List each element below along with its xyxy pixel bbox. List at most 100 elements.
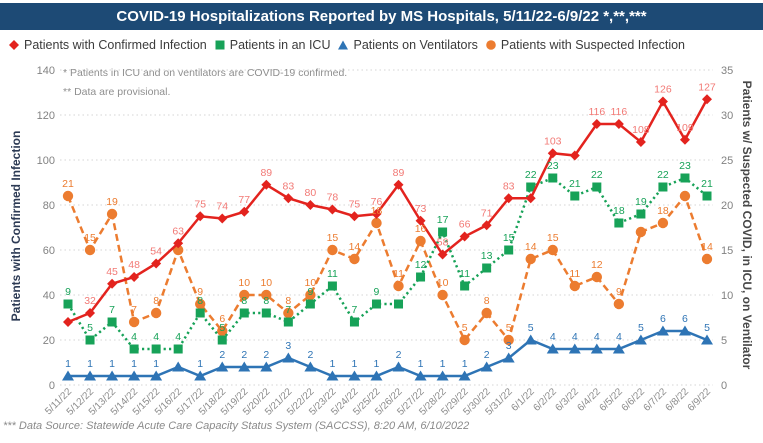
triangle-marker (84, 370, 97, 381)
data-point-label: 109 (676, 122, 694, 134)
diamond-marker (349, 211, 360, 222)
data-point-label: 66 (459, 219, 471, 231)
chart-title: COVID-19 Hospitalizations Reported by MS… (0, 3, 763, 30)
diamond-marker (569, 150, 580, 161)
blue-triangle-marker-icon (338, 40, 349, 50)
series-line (66, 193, 709, 343)
data-point-label: 108 (632, 124, 650, 136)
data-point-label: 22 (591, 169, 603, 181)
data-point-label: 89 (393, 167, 405, 179)
y2-axis-tick: 15 (721, 245, 733, 257)
diamond-marker (525, 193, 536, 204)
data-point-label: 6 (660, 313, 666, 325)
triangle-marker (194, 370, 207, 381)
triangle-marker (260, 361, 273, 372)
data-point-label: 83 (503, 180, 515, 192)
diamond-marker (107, 278, 118, 289)
series-diamond (63, 94, 712, 327)
diamond-marker (151, 258, 162, 269)
triangle-marker (480, 361, 493, 372)
data-point-label: 9 (197, 286, 203, 298)
data-point-label: 4 (572, 331, 578, 343)
circle-marker (569, 280, 580, 292)
data-point-label: 4 (616, 331, 622, 343)
y-axis-tick: 100 (37, 155, 55, 167)
triangle-marker (304, 361, 317, 372)
square-marker (702, 191, 712, 201)
footnote-2: ** Data are provisional. (63, 86, 171, 98)
data-point-label: 10 (238, 277, 250, 289)
triangle-marker (458, 370, 471, 381)
data-point-label: 22 (657, 169, 669, 181)
data-point-label: 5 (704, 322, 710, 334)
triangle-marker (62, 370, 74, 381)
square-marker (63, 299, 73, 309)
data-point-label: 10 (260, 277, 272, 289)
data-point-label: 9 (616, 286, 622, 298)
series-circle (62, 190, 713, 346)
data-point-label: 8 (263, 295, 269, 307)
data-point-label: 1 (462, 358, 468, 370)
diamond-marker (437, 249, 448, 260)
x-axis-tick: 6/9/22 (686, 386, 714, 414)
data-point-label: 9 (65, 286, 71, 298)
circle-marker (172, 244, 184, 256)
data-point-label: 2 (484, 349, 490, 361)
diamond-marker (481, 220, 492, 231)
data-point-label: 10 (305, 277, 317, 289)
data-point-label: 80 (305, 187, 317, 199)
data-point-label: 5 (219, 322, 225, 334)
data-point-label: 21 (701, 178, 713, 190)
data-point-label: 7 (285, 304, 291, 316)
triangle-marker (612, 343, 625, 354)
gridlines (60, 69, 713, 386)
square-marker (151, 344, 161, 354)
data-point-label: 6 (219, 313, 225, 325)
triangle-marker (656, 325, 669, 336)
data-point-label: 1 (418, 358, 424, 370)
data-point-label: 4 (594, 331, 600, 343)
y2-axis-tick: 10 (721, 290, 733, 302)
data-point-label: 5 (462, 322, 468, 334)
triangle-marker (436, 370, 449, 381)
y-axis-tick: 20 (43, 335, 55, 347)
data-point-label: 2 (396, 349, 402, 361)
green-square-marker-icon (215, 40, 225, 50)
square-marker (173, 344, 183, 354)
data-point-label: 22 (525, 169, 537, 181)
data-point-label: 89 (260, 167, 272, 179)
data-point-label: 127 (698, 81, 716, 93)
triangle-marker (128, 370, 141, 381)
data-point-label: 4 (175, 331, 181, 343)
right-axis-ticks: 0 5 10 15 20 25 30 35 (721, 65, 733, 392)
circle-marker (128, 316, 140, 328)
data-point-label: 8 (484, 295, 490, 307)
diamond-marker (305, 200, 316, 210)
diamond-marker (591, 119, 602, 129)
data-point-label: 16 (415, 223, 427, 235)
circle-marker (503, 334, 514, 346)
data-point-label: 7 (131, 304, 137, 316)
data-point-label: 8 (197, 295, 203, 307)
x-axis-tick: 6/5/22 (598, 386, 626, 414)
diamond-marker (415, 215, 426, 226)
data-point-label: 45 (106, 266, 118, 278)
data-point-label: 1 (65, 358, 71, 370)
square-marker (195, 308, 205, 318)
diamond-marker (371, 209, 382, 219)
square-marker (371, 299, 381, 309)
data-point-label: 77 (238, 194, 250, 206)
data-point-label: 1 (352, 358, 358, 370)
data-point-label: 73 (415, 203, 427, 215)
circle-marker (591, 271, 603, 283)
footnote-1: * Patients in ICU and on ventilators are… (63, 67, 348, 79)
triangle-marker (172, 361, 185, 372)
data-point-label: 2 (241, 349, 247, 361)
square-marker (305, 299, 315, 309)
legend-label-confirmed: Patients with Confirmed Infection (24, 38, 207, 52)
square-marker (636, 209, 646, 219)
circle-marker (657, 217, 669, 229)
circle-marker (481, 307, 492, 319)
